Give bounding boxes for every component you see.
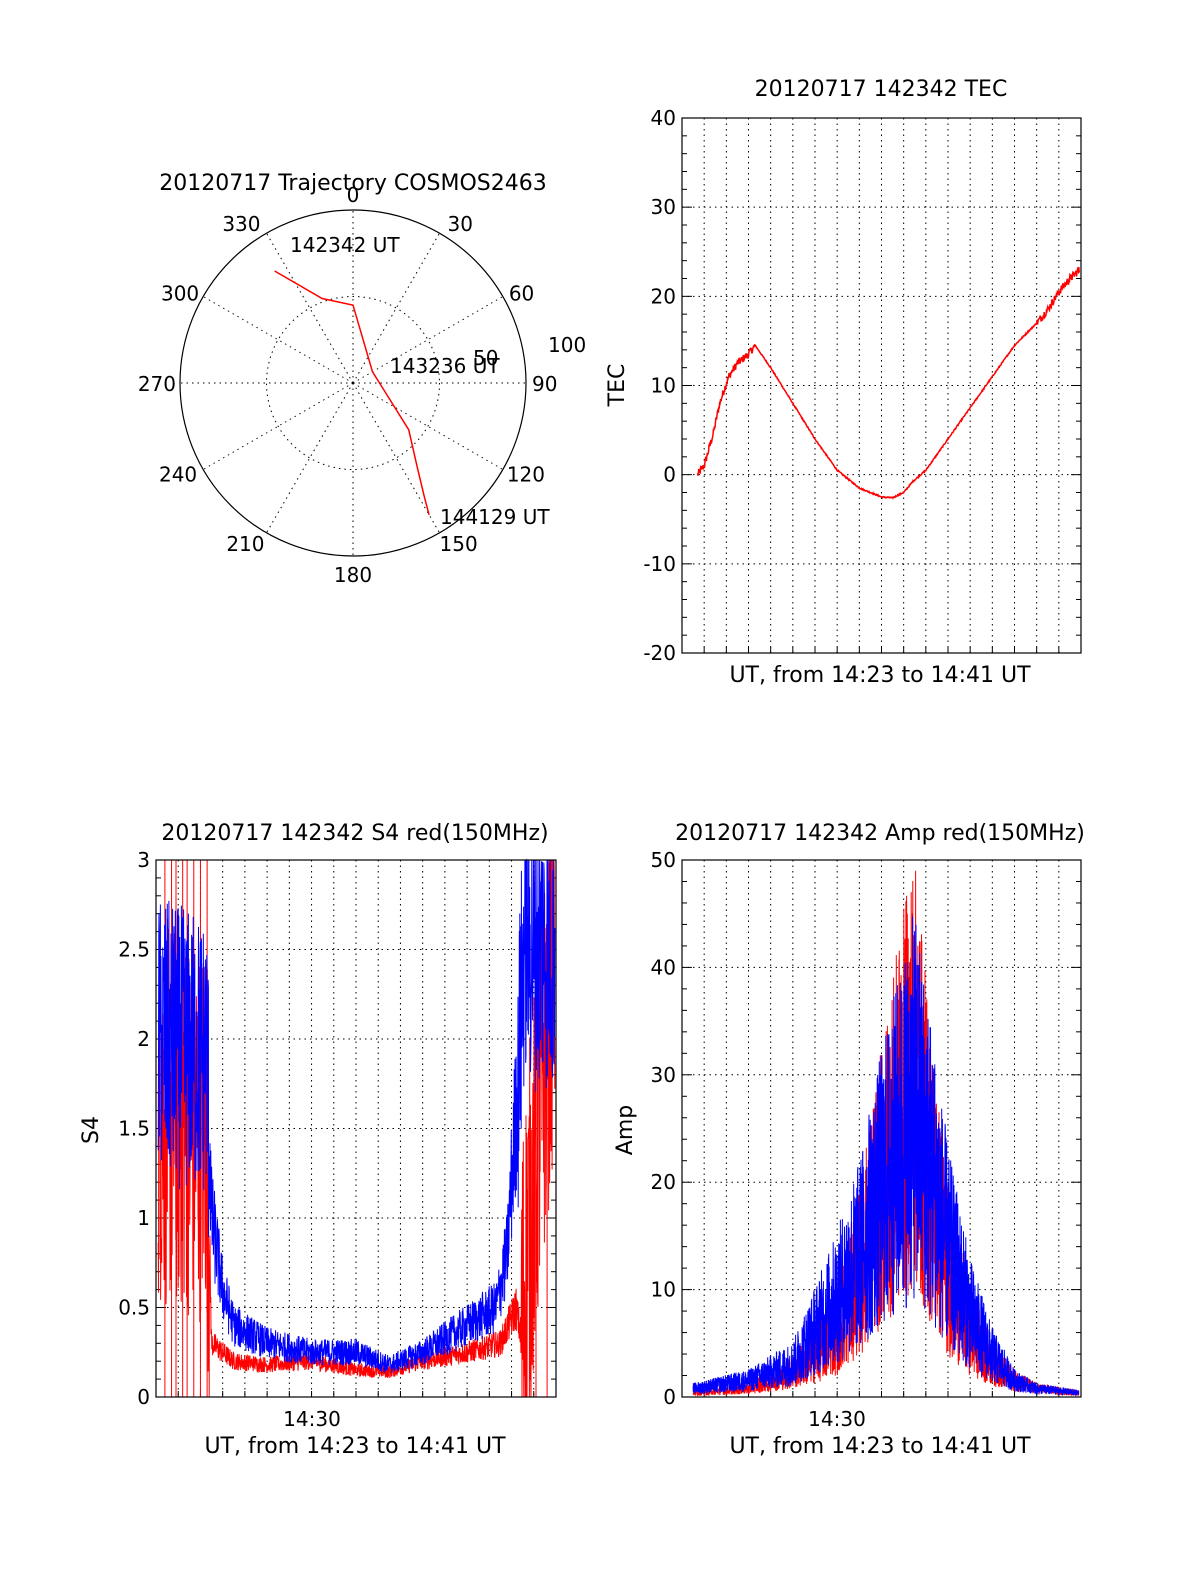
- tec-y-tick-labels: -20 -10 0 10 20 30 40: [643, 106, 676, 665]
- tec-grid: [682, 117, 1081, 654]
- tec-y-tick-label: 20: [651, 284, 676, 308]
- polar-azimuth-label: 0: [347, 183, 360, 207]
- polar-ring-label-100: 100: [548, 333, 586, 357]
- tec-title: 20120717 142342 TEC: [755, 77, 1008, 102]
- s4-y-tick-label: 1: [137, 1206, 150, 1230]
- s4-title: 20120717 142342 S4 red(150MHz): [161, 821, 548, 846]
- s4-y-label: S4: [79, 1116, 104, 1144]
- amp-y-tick-label: 50: [651, 848, 676, 872]
- polar-outer-circle: [179, 209, 527, 557]
- tec-x-label: UT, from 14:23 to 14:41 UT: [729, 663, 1031, 688]
- tec-y-tick-label: 0: [663, 463, 676, 487]
- polar-azimuth-label: 150: [440, 532, 478, 556]
- s4-y-tick-labels: 0 0.5 1 1.5 2 2.5 3: [118, 848, 150, 1409]
- amp-blue-series: [692, 916, 1080, 1397]
- amp-y-tick-label: 20: [651, 1170, 676, 1194]
- amp-axes-frame: [681, 859, 1082, 1398]
- s4-axes-frame: [155, 859, 557, 1398]
- tec-y-tick-label: 40: [651, 106, 676, 130]
- polar-spoke: [266, 382, 354, 534]
- s4-y-tick-label: 2.5: [118, 938, 150, 962]
- tec-series-line: [696, 266, 1081, 500]
- polar-azimuth-label: 300: [161, 282, 199, 306]
- tec-y-label: TEC: [605, 364, 630, 408]
- polar-azimuth-label: 30: [448, 212, 473, 236]
- s4-red-trace: [157, 859, 556, 1398]
- polar-grid: [180, 210, 526, 556]
- trajectory-line: [274, 270, 430, 515]
- polar-azimuth-label: 120: [507, 463, 545, 487]
- tec-y-tick-label: 30: [651, 195, 676, 219]
- amp-x-tick-label: 14:30: [808, 1407, 866, 1431]
- polar-azimuth-label: 210: [226, 532, 264, 556]
- trajectory-mid-label: 143236 UT: [390, 354, 500, 378]
- amp-y-tick-labels: 0 10 20 30 40 50: [651, 848, 676, 1409]
- s4-y-tick-label: 0.5: [118, 1296, 150, 1320]
- polar-spoke: [202, 382, 354, 470]
- amp-y-tick-label: 40: [651, 955, 676, 979]
- polar-azimuth-label: 90: [532, 372, 557, 396]
- trajectory-start-label: 142342 UT: [290, 233, 400, 257]
- polar-spoke: [352, 382, 504, 470]
- amp-x-label: UT, from 14:23 to 14:41 UT: [729, 1434, 1031, 1459]
- tec-axes-frame: [681, 117, 1082, 654]
- polar-azimuth-label: 240: [159, 463, 197, 487]
- amp-y-tick-label: 30: [651, 1063, 676, 1087]
- s4-y-tick-label: 3: [137, 848, 150, 872]
- amp-y-tick-label: 0: [663, 1385, 676, 1409]
- amp-plot: 20120717 142342 Amp red(150MHz) 0 10 20 30 4…: [613, 821, 1085, 1459]
- s4-x-tick-label: 14:30: [283, 1407, 341, 1431]
- s4-y-tick-label: 1.5: [118, 1117, 150, 1141]
- amp-y-tick-label: 10: [651, 1278, 676, 1302]
- s4-y-tick-label: 0: [137, 1385, 150, 1409]
- polar-azimuth-label: 270: [138, 372, 176, 396]
- amp-title: 20120717 142342 Amp red(150MHz): [675, 821, 1085, 846]
- polar-spoke: [352, 382, 440, 534]
- polar-ring-label-50: 50: [473, 346, 498, 370]
- tec-y-tick-label: -10: [643, 552, 676, 576]
- s4-blue-series: [157, 858, 556, 1374]
- polar-ring-50: [266, 296, 440, 470]
- polar-azimuth-label: 330: [222, 212, 260, 236]
- s4-y-tick-label: 2: [137, 1027, 150, 1051]
- polar-azimuth-label: 180: [334, 563, 372, 587]
- polar-title: 20120717 Trajectory COSMOS2463: [159, 171, 546, 196]
- tec-y-tick-label: 10: [651, 374, 676, 398]
- tec-y-tick-label: -20: [643, 641, 676, 665]
- polar-plot: 20120717 Trajectory COSMOS2463 0 30 60 90 12…: [138, 171, 586, 587]
- polar-spoke: [352, 296, 504, 384]
- amp-y-label: Amp: [613, 1105, 638, 1155]
- polar-spoke: [202, 296, 354, 384]
- polar-azimuth-label: 60: [509, 282, 534, 306]
- trajectory-end-label: 144129 UT: [440, 505, 550, 529]
- polar-spoke: [352, 232, 440, 384]
- polar-spoke: [266, 232, 354, 384]
- s4-x-label: UT, from 14:23 to 14:41 UT: [204, 1434, 506, 1459]
- polar-azimuth-labels: 0 30 60 90 120 150 180 210 240 270 300 330: [138, 183, 558, 587]
- s4-plot: 20120717 142342 S4 red(150MHz) 0 0.5 1 1.5 2…: [79, 821, 557, 1459]
